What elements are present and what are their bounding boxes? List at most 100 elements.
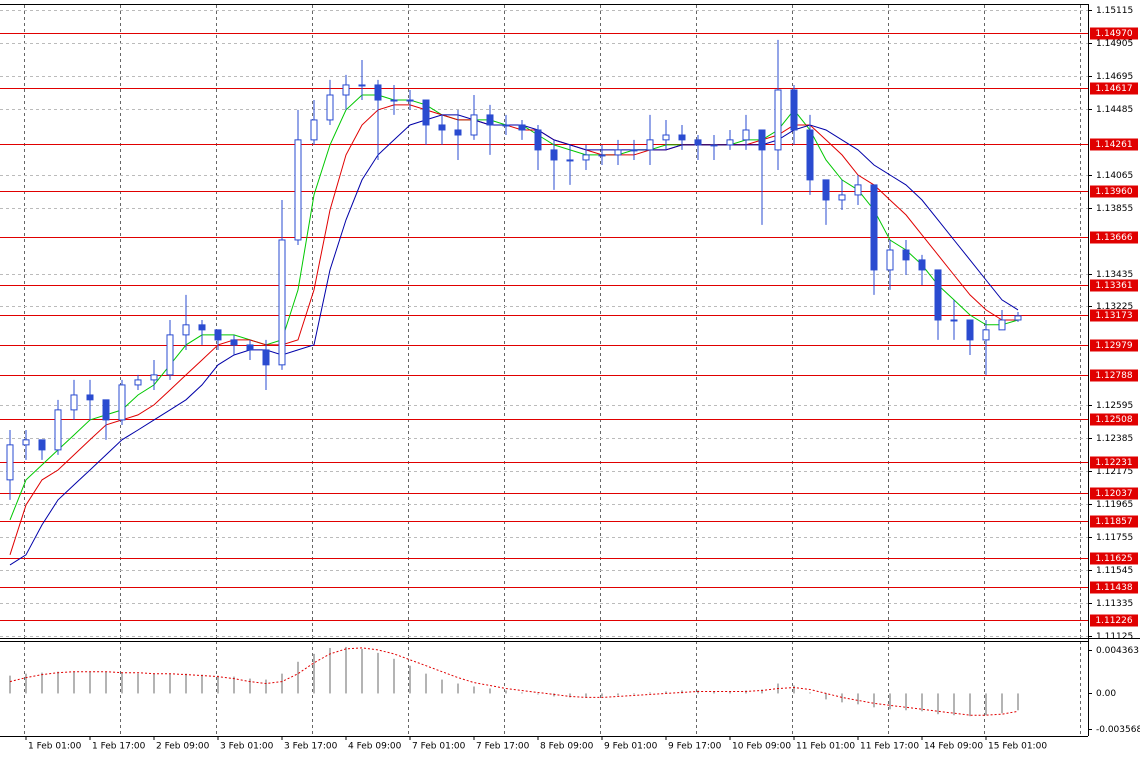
level-label: 1.11438 — [1095, 583, 1132, 593]
histogram-bar — [473, 686, 475, 694]
candle-body — [310, 119, 318, 141]
x-tick-label: 1 Feb 01:00 — [28, 742, 82, 752]
level-label-box — [1090, 231, 1138, 244]
y-tick-label: 1.11755 — [1096, 533, 1133, 543]
y-tick-label: 1.13225 — [1096, 302, 1133, 312]
candle-body — [854, 184, 862, 196]
histogram-bar — [665, 691, 667, 694]
x-tick-label: 11 Feb 17:00 — [860, 742, 919, 752]
histogram-bar — [617, 693, 619, 696]
candle-body — [550, 149, 558, 161]
candle-body — [326, 94, 334, 121]
level-label: 1.13173 — [1095, 311, 1132, 321]
candle-body — [870, 184, 878, 271]
x-tick-label: 1 Feb 17:00 — [92, 742, 146, 752]
candle-body — [662, 134, 670, 141]
x-tick-label: 9 Feb 01:00 — [604, 742, 658, 752]
y-tick-label: 1.11335 — [1096, 599, 1133, 609]
level-label-box — [1090, 309, 1138, 322]
candle-body — [934, 269, 942, 321]
candle-body — [390, 99, 398, 102]
histogram-bar — [681, 690, 683, 694]
candle-body — [86, 394, 94, 401]
level-label-box — [1090, 369, 1138, 382]
histogram-bar — [377, 652, 379, 694]
histogram-bar — [185, 673, 187, 694]
histogram-bar — [857, 693, 859, 705]
candle-body — [694, 139, 702, 146]
candle-body — [262, 349, 270, 366]
level-label-box — [1090, 279, 1138, 292]
x-tick-label: 10 Feb 09:00 — [732, 742, 791, 752]
histogram-bar — [809, 692, 811, 694]
histogram-bar — [201, 674, 203, 694]
candle-body — [614, 149, 622, 156]
candle-body — [470, 114, 478, 136]
histogram-bar — [41, 672, 43, 694]
histogram-bar — [457, 683, 459, 694]
histogram-bar — [313, 653, 315, 694]
candle-body — [534, 129, 542, 151]
candle-body — [758, 129, 766, 151]
histogram-bar — [761, 689, 763, 694]
histogram-bar — [537, 693, 539, 695]
level-label: 1.14617 — [1095, 84, 1132, 94]
candle-body — [838, 194, 846, 201]
histogram-bar — [105, 671, 107, 694]
histogram-bar — [953, 693, 955, 716]
x-tick-label: 8 Feb 09:00 — [540, 742, 594, 752]
candle-body — [278, 239, 286, 366]
histogram-bar — [249, 678, 251, 694]
level-label: 1.13960 — [1095, 187, 1132, 197]
histogram-bar — [649, 692, 651, 694]
candle-body — [630, 149, 638, 152]
histogram-bar — [921, 693, 923, 712]
candle-body — [742, 129, 750, 141]
candle-body — [886, 249, 894, 271]
level-label-box — [1090, 552, 1138, 565]
candle-body — [902, 249, 910, 261]
candle-body — [214, 329, 222, 341]
candle-body — [806, 129, 814, 181]
candle-body — [422, 99, 430, 126]
candle-body — [342, 84, 350, 96]
candle-body — [486, 114, 494, 126]
candle-body — [726, 139, 734, 146]
level-label-box — [1090, 487, 1138, 500]
level-label-box — [1090, 82, 1138, 95]
candle-body — [358, 84, 366, 87]
histogram-bar — [217, 675, 219, 694]
histogram-bar — [425, 673, 427, 694]
candle-body — [982, 329, 990, 341]
histogram-bar — [985, 693, 987, 716]
histogram-bar — [713, 691, 715, 694]
candle-body — [118, 384, 126, 421]
histogram-bar — [121, 672, 123, 694]
candle-body — [646, 139, 654, 151]
y-tick-label: 1.14695 — [1096, 72, 1133, 82]
level-label: 1.13361 — [1095, 281, 1132, 291]
level-label: 1.11857 — [1095, 517, 1132, 527]
x-tick-label: 2 Feb 09:00 — [156, 742, 210, 752]
level-label-box — [1090, 413, 1138, 426]
y-tick-label: 1.13435 — [1096, 270, 1133, 280]
histogram-bar — [1017, 693, 1019, 711]
histogram-bar — [329, 647, 331, 694]
candle-body — [998, 319, 1006, 331]
candle-body — [198, 324, 206, 331]
candle-body — [918, 259, 926, 271]
level-label: 1.12037 — [1095, 489, 1132, 499]
level-label: 1.11226 — [1095, 616, 1132, 626]
x-tick-label: 9 Feb 17:00 — [668, 742, 722, 752]
y-tick-label: 1.14905 — [1096, 39, 1133, 49]
level-label-box — [1090, 138, 1138, 151]
histogram-bar — [1001, 693, 1003, 714]
candle-body — [102, 399, 110, 421]
histogram-bar — [569, 693, 571, 698]
candle-body — [950, 319, 958, 322]
histogram-bar — [937, 693, 939, 715]
candle-body — [406, 99, 414, 102]
level-label-box — [1090, 339, 1138, 352]
